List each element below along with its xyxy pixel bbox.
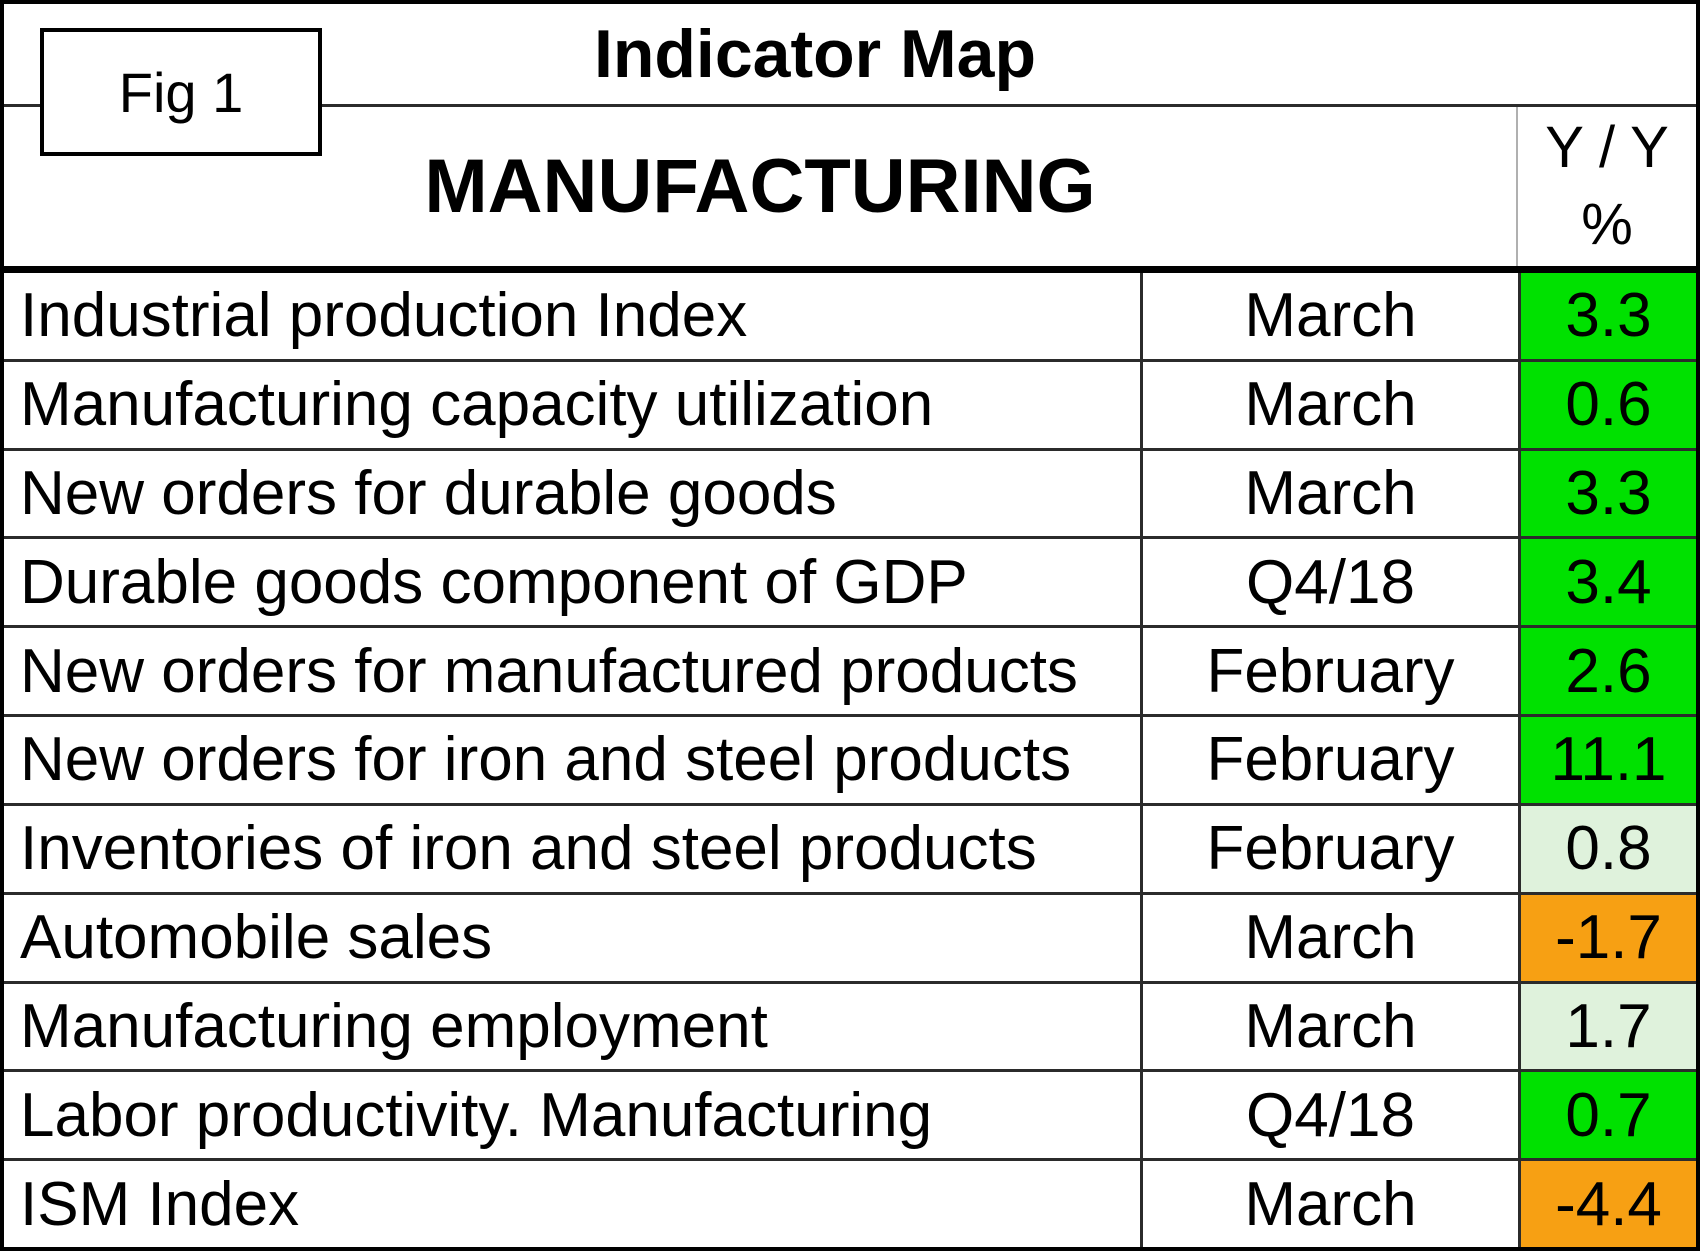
indicator-name-cell: New orders for manufactured products <box>20 636 1078 706</box>
period-cell: Q4/18 <box>1140 539 1518 626</box>
value-cell: 3.3 <box>1518 450 1696 537</box>
figure-title: Indicator Map <box>593 16 1037 92</box>
table-row: Industrial production Index March 3.3 <box>4 273 1696 359</box>
section-header-row: MANUFACTURING Y / Y % <box>4 107 1696 273</box>
table-row: Automobile sales March -1.7 <box>4 891 1696 981</box>
value-cell: 0.7 <box>1518 1072 1696 1159</box>
section-title: MANUFACTURING <box>424 144 1096 229</box>
fig-label: Fig 1 <box>118 60 244 124</box>
value-cell: 3.4 <box>1518 539 1696 626</box>
indicator-name-cell: New orders for durable goods <box>20 459 837 529</box>
period-cell: February <box>1140 628 1518 715</box>
period-cell: March <box>1140 273 1518 359</box>
period-cell: February <box>1140 805 1518 892</box>
title-row: Indicator Map <box>4 4 1696 107</box>
period-cell: March <box>1140 894 1518 981</box>
table-row: Manufacturing capacity utilization March… <box>4 358 1696 448</box>
period-cell: March <box>1140 1161 1518 1247</box>
table-row: New orders for iron and steel products F… <box>4 714 1696 803</box>
indicator-name-cell: Manufacturing employment <box>20 991 768 1061</box>
period-cell: March <box>1140 450 1518 537</box>
indicator-name-cell: Inventories of iron and steel products <box>20 814 1037 884</box>
yy-header-line1: Y / Y <box>1545 114 1669 180</box>
indicator-name-cell: Industrial production Index <box>20 281 748 351</box>
indicator-name-cell: ISM Index <box>20 1169 300 1239</box>
value-cell: 1.7 <box>1518 983 1696 1070</box>
table-row: ISM Index March -4.4 <box>4 1158 1696 1247</box>
value-cell: 2.6 <box>1518 628 1696 715</box>
value-cell: 11.1 <box>1518 717 1696 803</box>
indicator-name-cell: Labor productivity. Manufacturing <box>20 1080 933 1150</box>
table-row: New orders for manufactured products Feb… <box>4 625 1696 715</box>
table-row: Manufacturing employment March 1.7 <box>4 980 1696 1070</box>
period-cell: March <box>1140 361 1518 448</box>
section-header-cell: MANUFACTURING <box>4 107 1518 266</box>
indicator-name-cell: Automobile sales <box>20 903 493 973</box>
indicator-name-cell: New orders for iron and steel products <box>20 725 1072 795</box>
indicator-name-cell: Manufacturing capacity utilization <box>20 370 934 440</box>
fig-label-box: Fig 1 <box>40 28 322 156</box>
period-cell: February <box>1140 717 1518 803</box>
table-row: Durable goods component of GDP Q4/18 3.4 <box>4 536 1696 626</box>
table-row: Inventories of iron and steel products F… <box>4 802 1696 892</box>
indicator-table: Industrial production Index March 3.3 Ma… <box>4 273 1696 1247</box>
table-row: New orders for durable goods March 3.3 <box>4 447 1696 537</box>
value-cell: 3.3 <box>1518 273 1696 359</box>
value-cell: -4.4 <box>1518 1161 1696 1247</box>
yy-percent-column-header: Y / Y % <box>1518 107 1696 266</box>
table-row: Labor productivity. Manufacturing Q4/18 … <box>4 1069 1696 1159</box>
yy-header-line2: % <box>1581 191 1633 257</box>
value-cell: 0.8 <box>1518 805 1696 892</box>
period-cell: Q4/18 <box>1140 1072 1518 1159</box>
indicator-name-cell: Durable goods component of GDP <box>20 547 968 617</box>
value-cell: 0.6 <box>1518 361 1696 448</box>
value-cell: -1.7 <box>1518 894 1696 981</box>
period-cell: March <box>1140 983 1518 1070</box>
